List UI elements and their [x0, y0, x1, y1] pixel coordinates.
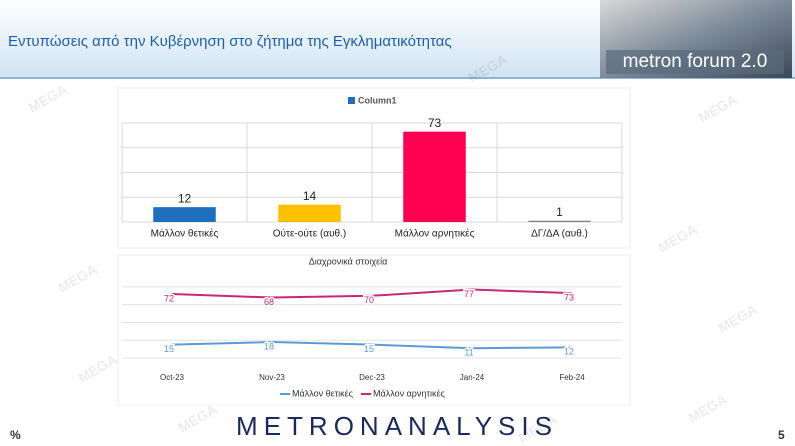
chart-title: Διαχρονικά στοιχεία [309, 256, 388, 266]
legend-label: Μάλλον αρνητικές [373, 388, 445, 398]
bar [278, 204, 341, 222]
value-label: 12 [178, 191, 192, 205]
legend-swatch [348, 97, 355, 104]
value-label: 70 [364, 295, 374, 305]
logo-strip [606, 50, 784, 74]
bar-chart-area [117, 87, 631, 249]
logo-text: metron forum 2.0 [623, 51, 768, 72]
line-chart-area [117, 254, 631, 406]
x-tick-label: Dec-23 [359, 373, 385, 382]
bar [153, 207, 216, 222]
bar [403, 131, 466, 222]
x-tick-label: Μάλλον αρνητικές [395, 228, 475, 240]
series-line [171, 340, 573, 350]
legend-label: Column1 [358, 95, 397, 105]
legend-label: Μάλλον θετικές [292, 388, 354, 398]
series-line [171, 288, 573, 299]
x-tick-label: Μάλλον θετικές [151, 228, 219, 240]
x-tick-label: Nov-23 [259, 373, 285, 382]
value-label: 18 [264, 341, 274, 351]
value-label: 72 [164, 293, 174, 303]
bar [528, 220, 591, 222]
x-tick-label: Ούτε-ούτε (αυθ.) [273, 228, 346, 240]
value-label: 73 [428, 116, 442, 130]
value-label: 11 [464, 348, 473, 358]
value-label: 77 [464, 289, 474, 299]
value-label: 68 [264, 297, 274, 307]
value-label: 12 [564, 347, 574, 357]
footer-brand: METRONANALYSIS [236, 411, 558, 441]
value-label: 15 [164, 344, 174, 354]
x-tick-label: Jan-24 [460, 373, 485, 382]
value-label: 1 [556, 205, 563, 219]
value-label: 14 [303, 189, 317, 203]
x-tick-label: ΔΓ/ΔΑ (αυθ.) [531, 229, 588, 240]
value-label: 15 [364, 344, 374, 354]
value-label: 73 [564, 292, 574, 302]
slide-title: Εντυπώσεις από την Κυβέρνηση στο ζήτημα … [8, 33, 452, 50]
x-tick-label: Oct-23 [160, 373, 185, 382]
x-tick-label: Feb-24 [559, 373, 585, 382]
page-number: 5 [778, 428, 785, 442]
unit-label: % [10, 428, 21, 442]
